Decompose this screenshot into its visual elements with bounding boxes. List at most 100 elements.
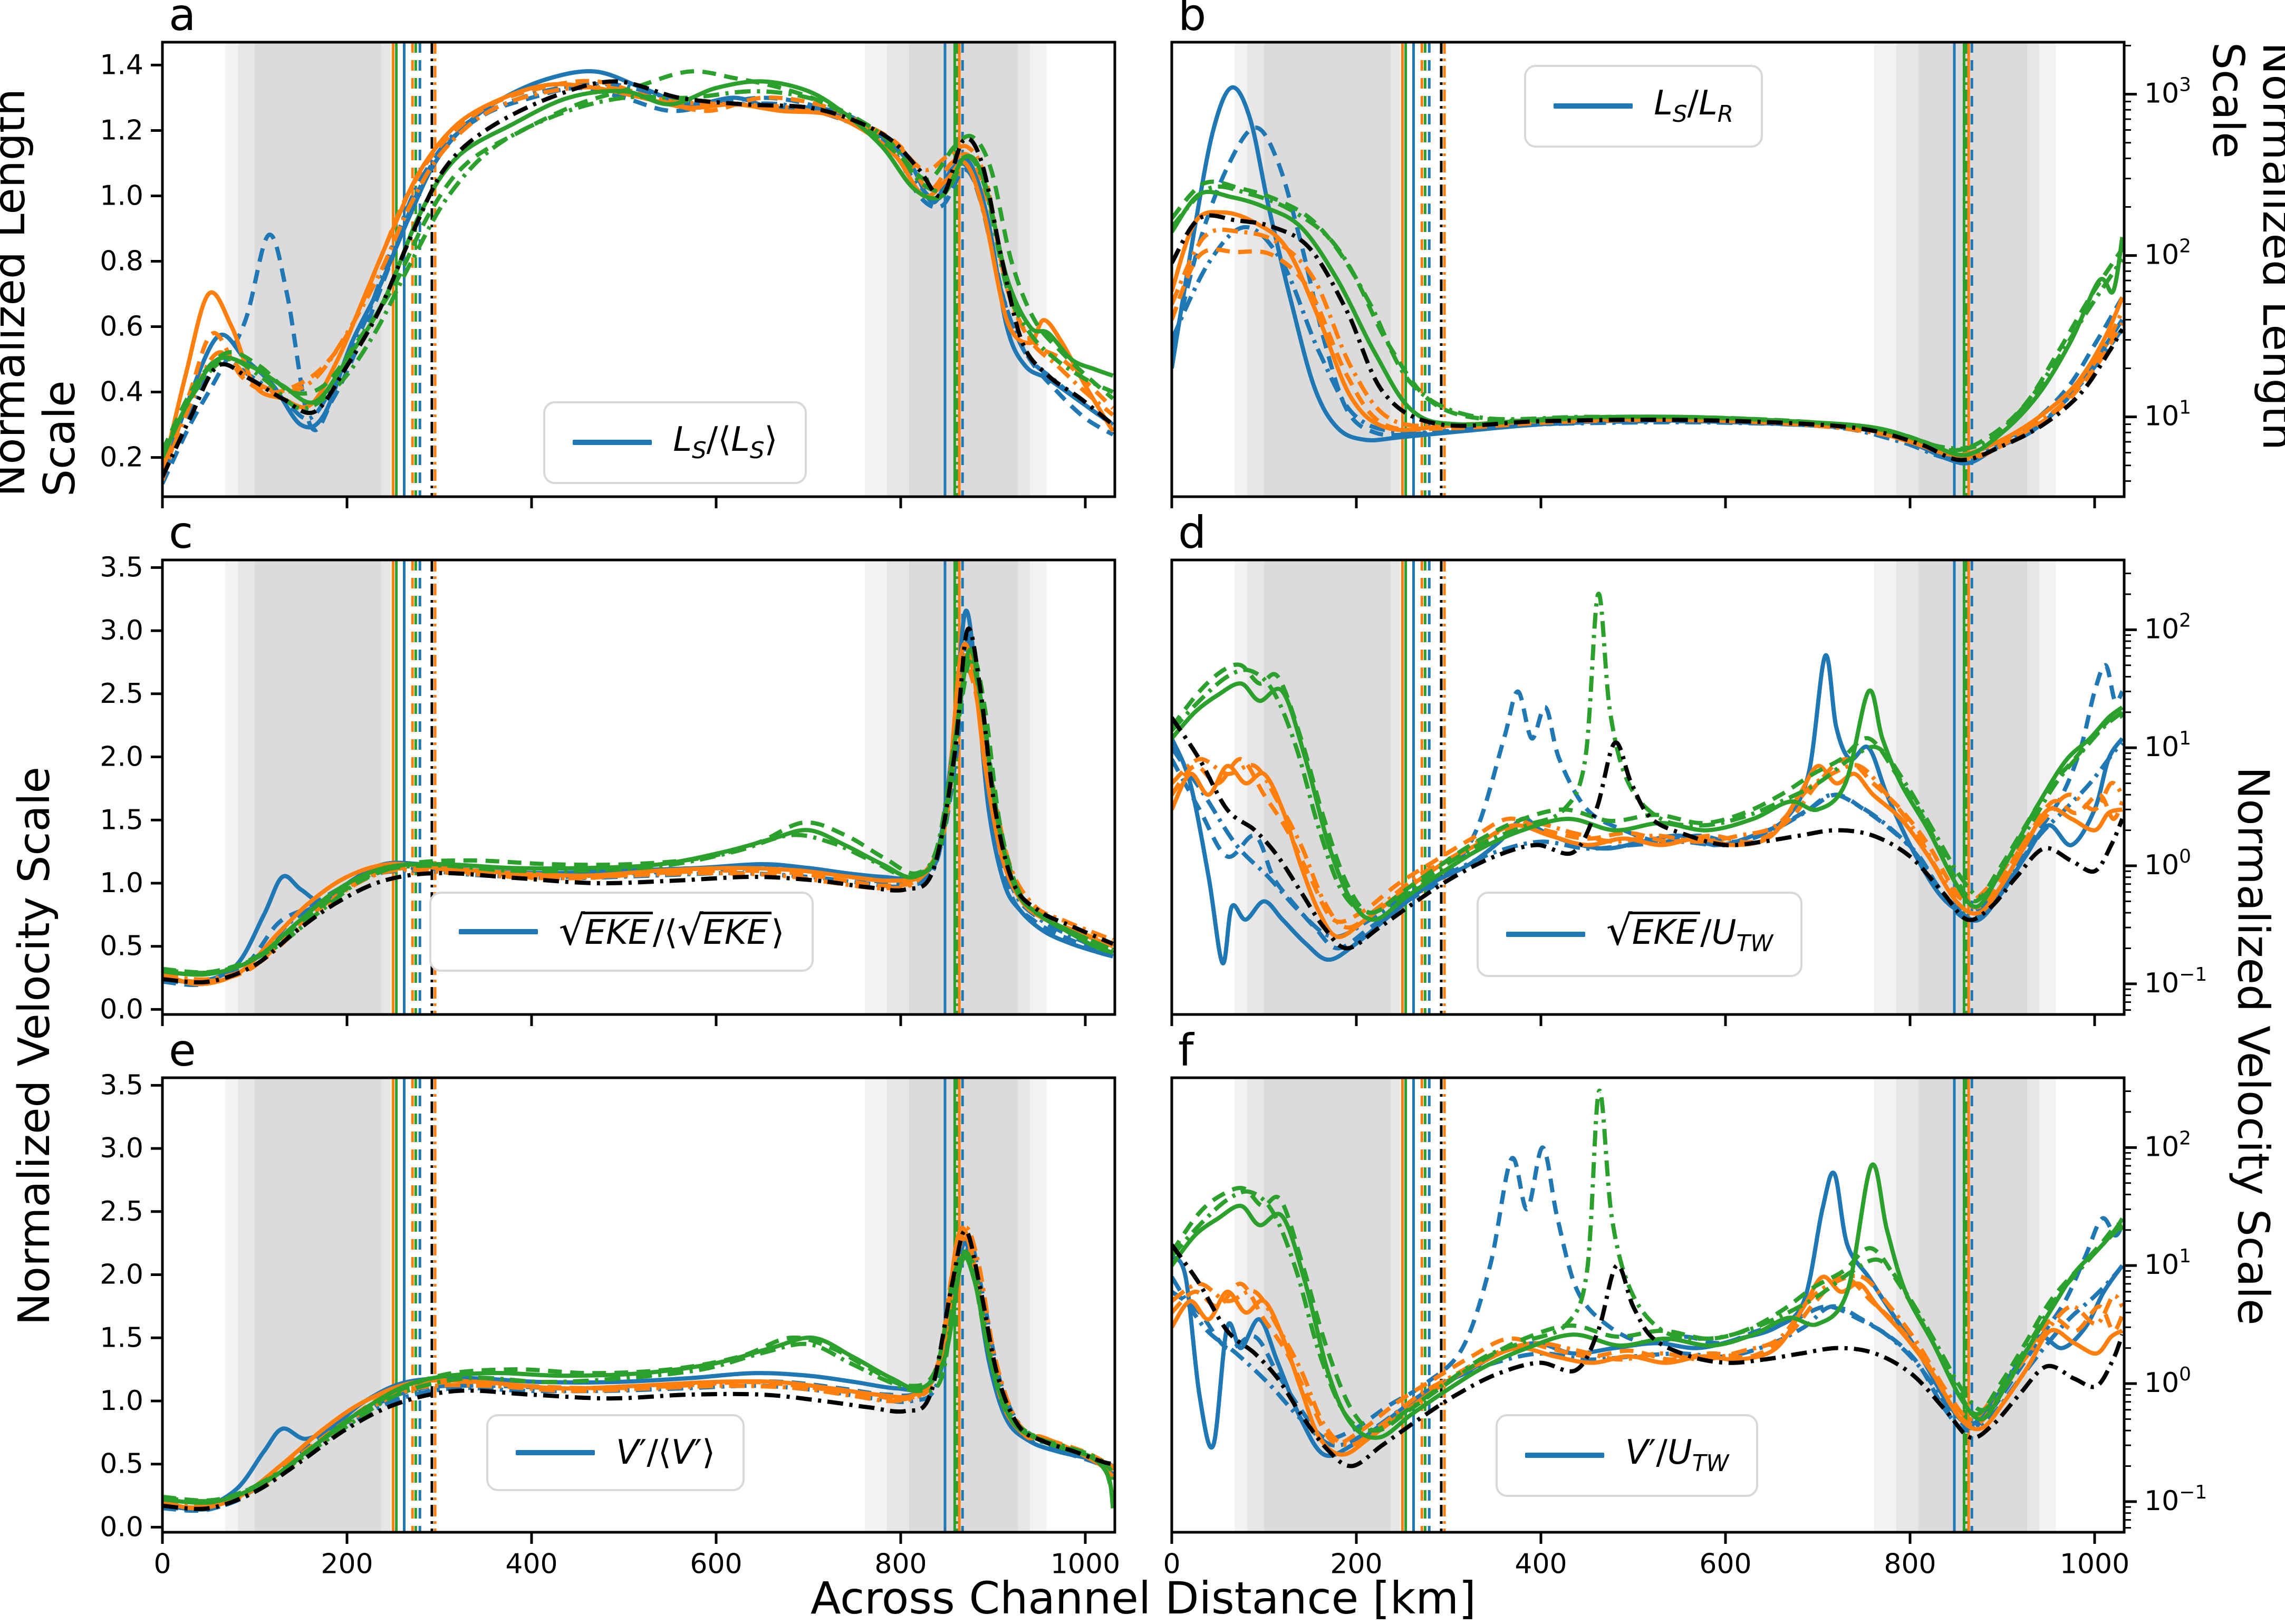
shaded-band — [1264, 560, 1391, 1014]
curves-group — [1172, 592, 2124, 965]
legend-line-sample — [1554, 103, 1633, 109]
shaded-band — [1235, 560, 1405, 1014]
y-tick-label: 0.8 — [100, 245, 143, 277]
curve-orange-solid — [1172, 763, 2123, 939]
x-tick-label: 400 — [505, 1549, 557, 1580]
panel-e: 0 200 400 600 800 1000 0.0 0.5 1.0 1.5 2.0 2.5 3.0 3.… — [100, 1028, 1120, 1580]
panel-letter-c: c — [169, 507, 194, 558]
y-tick-label: 0.4 — [100, 376, 143, 408]
shaded-band — [238, 1078, 391, 1532]
legend-line-sample — [1506, 932, 1585, 937]
legend-label: √ EKE/⟨ √ EKE ⟩ — [558, 907, 785, 955]
y-axis-label-length-left: Normalized Length Scale — [0, 89, 85, 497]
y-tick-label: 101 — [2144, 1245, 2191, 1281]
y-tick-label: 2.5 — [100, 1196, 143, 1227]
curve-black-dashdot — [162, 1228, 1114, 1511]
shaded-band — [238, 42, 391, 497]
legend-label: LS/⟨LS⟩ — [673, 420, 778, 464]
panel-b: 101 102 103 b LS/LR — [1170, 0, 2191, 508]
x-tick-label: 200 — [321, 1549, 373, 1580]
y-tick-label: 10−1 — [2144, 1482, 2207, 1517]
panel-d: 10−1 100 101 102 d √ EKE/UTW — [1170, 510, 2207, 1026]
x-tick-label: 0 — [153, 1549, 171, 1580]
curve-black-dashdot — [1172, 1243, 2124, 1468]
curves-group — [162, 1225, 1115, 1513]
axes-spines — [161, 558, 1116, 1016]
y-tick-label: 0.6 — [100, 311, 143, 343]
y-tick-label: 1.2 — [100, 114, 143, 146]
y-tick-label: 3.5 — [100, 1069, 143, 1101]
legend-line-sample — [573, 440, 652, 446]
x-tick-label: 400 — [1515, 1549, 1567, 1580]
panel-letter-b: b — [1178, 0, 1207, 41]
legend-label: V′/⟨V′⟩ — [616, 1433, 716, 1472]
shaded-band — [1264, 1078, 1391, 1532]
legend-e: V′/⟨V′⟩ — [486, 1414, 745, 1492]
curve-orange-dashed — [1172, 757, 2124, 924]
axes-spines — [1170, 558, 2126, 1016]
y-tick-label: 2.0 — [100, 741, 143, 773]
plot-area-a: 0.2 0.4 0.6 0.8 1.0 1.2 1.4 — [100, 41, 1116, 508]
curve-green-dashdot — [162, 1251, 1115, 1504]
curve-blue-dashdot — [1172, 225, 2124, 461]
y-tick-label: 3.5 — [100, 552, 143, 583]
y-tick-label: 102 — [2144, 610, 2191, 645]
y-tick-label: 2.5 — [100, 678, 143, 710]
x-axis-label: Across Channel Distance [km] — [810, 1572, 1477, 1624]
axes-spines — [161, 41, 1116, 498]
plot-area-e: 0 200 400 600 800 1000 0.0 0.5 1.0 1.5 2.0 2.5 3.0 3.… — [100, 1069, 1120, 1580]
y-tick-label: 0.5 — [100, 931, 143, 962]
x-tick-label: 600 — [690, 1549, 742, 1580]
curve-green-dashed — [162, 69, 1115, 452]
panel-a: 0.2 0.4 0.6 0.8 1.0 1.2 1.4 a LS/⟨LS⟩ — [100, 0, 1116, 508]
legend-line-sample — [516, 1450, 595, 1456]
panel-f: 0 200 400 600 800 1000 10−1 100 101 102 f V′/UTW — [1163, 1028, 2207, 1580]
curve-green-dashdot — [1172, 185, 2124, 451]
panel-letter-a: a — [169, 0, 196, 41]
legend-line-sample — [458, 929, 538, 934]
y-tick-label: 0.2 — [100, 442, 143, 473]
x-tick-label: 600 — [1699, 1549, 1751, 1580]
curve-green-dashed — [1172, 1186, 2124, 1433]
curve-black-dashdot — [162, 626, 1114, 985]
legend-d: √ EKE/UTW — [1476, 892, 1803, 977]
shaded-band — [1235, 1078, 1405, 1532]
legend-label: LS/LR — [1654, 84, 1733, 128]
y-tick-label: 1.0 — [100, 180, 143, 211]
legend-a: LS/⟨LS⟩ — [543, 401, 807, 484]
x-tick-label: 200 — [1330, 1549, 1382, 1580]
panel-letter-f: f — [1178, 1024, 1194, 1076]
curves-group — [1172, 1088, 2124, 1468]
plot-area-f: 0 200 400 600 800 1000 10−1 100 101 102 — [1163, 1076, 2207, 1580]
y-tick-label: 0.0 — [100, 993, 143, 1025]
y-tick-label: 100 — [2144, 846, 2191, 881]
curve-blue-solid — [162, 1238, 1114, 1511]
curves-group — [162, 69, 1115, 485]
curve-black-dashdot — [1172, 716, 2124, 951]
curve-green-dashdot — [162, 653, 1114, 975]
y-tick-label: 1.0 — [100, 867, 143, 899]
y-tick-label: 102 — [2144, 236, 2191, 271]
y-tick-label: 3.0 — [100, 1133, 143, 1164]
curve-green-dashed — [162, 653, 1114, 975]
legend-label: V′/UTW — [1625, 1433, 1729, 1477]
y-tick-label: 101 — [2144, 728, 2191, 763]
shaded-band — [255, 1078, 381, 1532]
legend-f: V′/UTW — [1496, 1414, 1759, 1497]
y-axis-label-length-right: Normalized Length Scale — [2203, 42, 2285, 450]
x-tick-label: 800 — [874, 1549, 927, 1580]
legend-c: √ EKE/⟨ √ EKE ⟩ — [429, 892, 814, 972]
panel-letter-e: e — [169, 1024, 196, 1076]
panel-c: 0.0 0.5 1.0 1.5 2.0 2.5 3.0 3.5 c √ EKE/⟨ √ EKE ⟩ — [100, 510, 1116, 1026]
y-tick-label: 10−1 — [2144, 964, 2207, 999]
y-tick-label: 1.5 — [100, 1322, 143, 1354]
y-tick-label: 102 — [2144, 1127, 2191, 1163]
curve-green-dashdot — [1172, 1088, 2124, 1433]
legend-label: √ EKE/UTW — [1606, 907, 1773, 958]
y-tick-label: 100 — [2144, 1364, 2191, 1399]
y-axis-label-velocity-right: Normalized Velocity Scale — [2228, 767, 2278, 1326]
shaded-band — [238, 560, 391, 1014]
axes-spines — [1170, 41, 2126, 498]
plot-area-b: 101 102 103 — [1170, 41, 2191, 508]
